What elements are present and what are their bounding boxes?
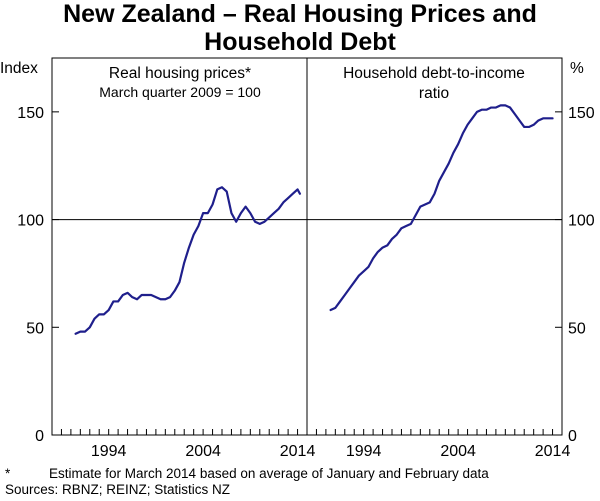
chart-title-line-2: Household Debt: [204, 28, 396, 56]
panel-1-x-tick-label: 2004: [185, 443, 221, 460]
left-axis-unit: Index: [0, 60, 38, 77]
panel-1-series-line-1: [74, 186, 302, 335]
right-y-tick-label: 0: [568, 428, 577, 445]
chart-title-line-1: New Zealand – Real Housing Prices and: [63, 0, 537, 28]
left-y-tick-label: 100: [17, 213, 44, 230]
left-y-tick-label: 150: [17, 105, 44, 122]
panel-2-title-line-1: Household debt-to-income: [343, 65, 525, 82]
right-axis-unit: %: [570, 60, 584, 77]
right-y-ticks: 0 50 100 150: [555, 105, 595, 445]
panel-1-title: Real housing prices*: [109, 65, 251, 82]
panel-2-x-tick-label: 2004: [440, 443, 476, 460]
panel-2-series-line-1: [329, 104, 554, 312]
right-y-tick-label: 50: [568, 320, 586, 337]
panel-2-x-tick-label: 2014: [535, 443, 571, 460]
panel-1-x-tick-label: 2014: [280, 443, 316, 460]
plot-frame: [51, 57, 563, 436]
left-y-ticks: 0 50 100 150: [17, 105, 59, 445]
right-y-tick-label: 150: [568, 105, 595, 122]
left-y-tick-label: 0: [35, 428, 44, 445]
right-y-tick-label: 100: [568, 213, 595, 230]
series-layer: [74, 104, 554, 335]
panel-2-x-tick-label: 1994: [346, 443, 382, 460]
sources: Sources: RBNZ; REINZ; Statistics NZ: [5, 482, 230, 497]
x-ticks: 1994 2004 2014 1994 2004 2014: [60, 429, 571, 460]
panel-1-subtitle: March quarter 2009 = 100: [99, 84, 261, 100]
footnote-marker: *: [5, 466, 11, 481]
panel-1-x-tick-label: 1994: [91, 443, 127, 460]
left-y-tick-label: 50: [26, 320, 44, 337]
footnote: Estimate for March 2014 based on average…: [49, 466, 489, 481]
panel-2-title-line-2: ratio: [419, 85, 449, 102]
